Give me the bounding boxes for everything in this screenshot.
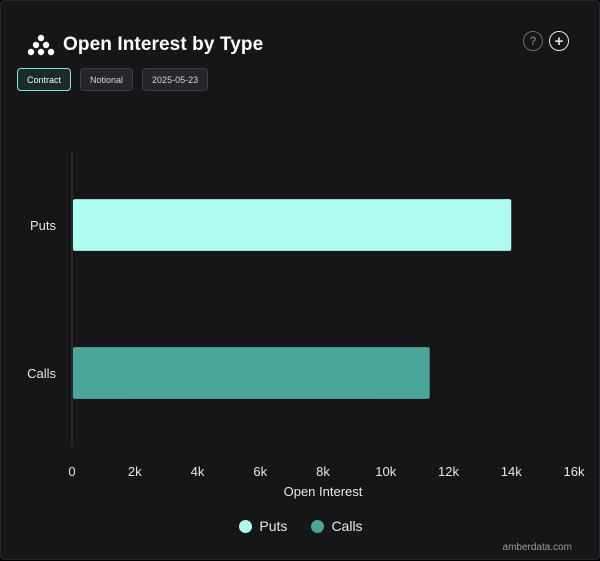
x-tick-label: 2k (128, 464, 142, 479)
page-title: Open Interest by Type (63, 34, 264, 55)
source-credit: amberdata.com (502, 542, 572, 553)
card-header: Open Interest by Type (27, 31, 263, 59)
x-tick-label: 12k (438, 464, 459, 479)
calls-swatch (311, 519, 325, 533)
amberdata-logo-icon (27, 34, 55, 56)
puts-swatch (239, 519, 253, 533)
legend-label-puts: Puts (259, 518, 288, 534)
date-select-button[interactable]: 2025-05-23 (142, 68, 209, 91)
chart-toolbar: Contract Notional 2025-05-23 (17, 68, 209, 91)
plus-circle-icon[interactable]: + (549, 31, 569, 51)
chart-legend: Puts Calls (1, 518, 600, 534)
x-tick-label: 0 (68, 464, 75, 479)
x-tick-label: 16k (564, 464, 585, 479)
bar-calls[interactable] (73, 347, 430, 399)
contract-toggle-button[interactable]: Contract (17, 68, 72, 91)
x-tick-label: 4k (191, 464, 205, 479)
x-tick-label: 14k (501, 464, 522, 479)
x-tick-label: 8k (316, 464, 330, 479)
y-category-label-puts: Puts (30, 218, 57, 233)
x-axis-title: Open Interest (284, 484, 363, 499)
legend-item-calls[interactable]: Calls (311, 518, 363, 534)
legend-label-calls: Calls (331, 518, 363, 534)
x-tick-label: 6k (253, 464, 267, 479)
notional-toggle-button[interactable]: Notional (80, 68, 134, 91)
question-circle-icon[interactable]: ? (523, 31, 543, 51)
legend-item-puts[interactable]: Puts (239, 518, 287, 534)
x-tick-label: 10k (375, 464, 396, 479)
bar-puts[interactable] (73, 199, 512, 251)
y-category-label-calls: Calls (27, 366, 56, 381)
card-actions: ? + (523, 31, 569, 51)
